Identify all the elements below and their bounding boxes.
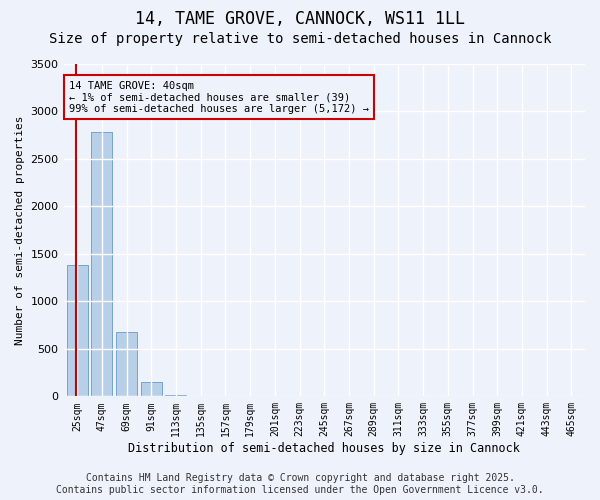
Bar bbox=[141, 382, 162, 396]
Bar bbox=[67, 266, 88, 396]
Y-axis label: Number of semi-detached properties: Number of semi-detached properties bbox=[15, 116, 25, 345]
Text: 14, TAME GROVE, CANNOCK, WS11 1LL: 14, TAME GROVE, CANNOCK, WS11 1LL bbox=[135, 10, 465, 28]
Text: Contains HM Land Registry data © Crown copyright and database right 2025.
Contai: Contains HM Land Registry data © Crown c… bbox=[56, 474, 544, 495]
Text: 14 TAME GROVE: 40sqm
← 1% of semi-detached houses are smaller (39)
99% of semi-d: 14 TAME GROVE: 40sqm ← 1% of semi-detach… bbox=[69, 80, 369, 114]
X-axis label: Distribution of semi-detached houses by size in Cannock: Distribution of semi-detached houses by … bbox=[128, 442, 520, 455]
Text: Size of property relative to semi-detached houses in Cannock: Size of property relative to semi-detach… bbox=[49, 32, 551, 46]
Bar bbox=[166, 395, 187, 396]
Bar bbox=[116, 332, 137, 396]
Bar bbox=[91, 132, 112, 396]
